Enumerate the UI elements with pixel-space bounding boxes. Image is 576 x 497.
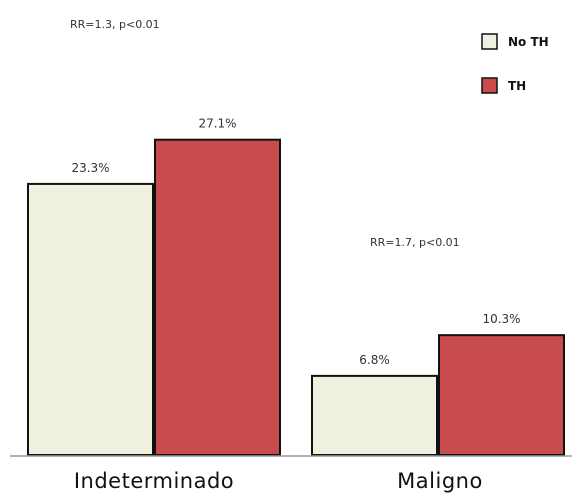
legend-swatch-no-th [481, 33, 498, 50]
annotation-indeterminado: RR=1.3, p<0.01 [70, 18, 160, 31]
legend-item-no-th: No TH [481, 33, 549, 50]
legend-label-th: TH [508, 79, 526, 93]
data-label-no-th-indeterminado: 23.3% [71, 161, 109, 175]
data-label-no-th-maligno: 6.8% [359, 353, 390, 367]
data-label-th-maligno: 10.3% [482, 312, 520, 326]
legend-swatch-th [481, 77, 498, 94]
legend: No TH TH [481, 33, 549, 94]
category-label-maligno: Maligno [397, 469, 483, 493]
annotation-maligno: RR=1.7, p<0.01 [370, 236, 460, 249]
category-label-indeterminado: Indeterminado [74, 469, 234, 493]
bar-th-maligno [438, 334, 565, 456]
bars-layer [27, 138, 565, 457]
legend-item-th: TH [481, 77, 526, 94]
data-label-th-indeterminado: 27.1% [198, 117, 236, 131]
bar-no-th-indeterminado [27, 182, 154, 457]
data-labels-layer: 23.3% 27.1% 6.8% 10.3% [71, 117, 520, 367]
bar-th-indeterminado [154, 138, 281, 456]
bar-no-th-maligno [311, 374, 438, 456]
legend-label-no-th: No TH [508, 35, 549, 49]
